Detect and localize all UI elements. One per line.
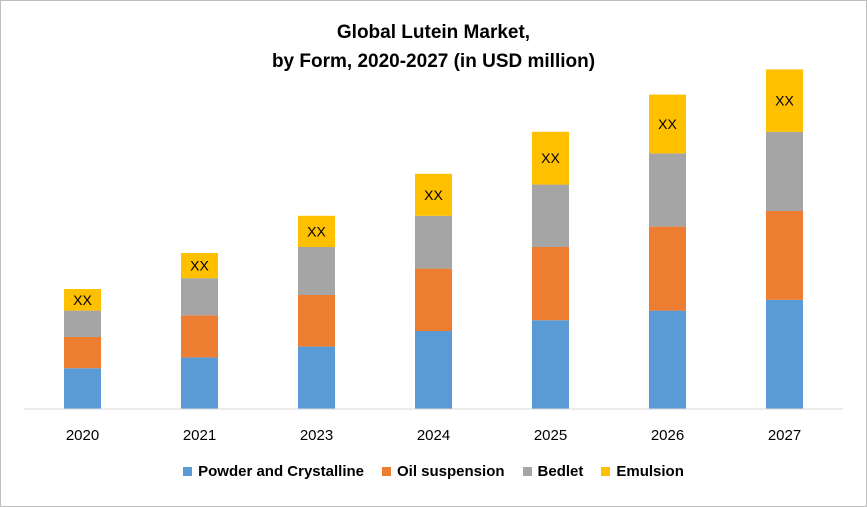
x-tick-label-2023: 2023 xyxy=(300,427,333,444)
bar-data-label-2025: XX xyxy=(541,150,560,166)
bar-segment-bedlet-2026 xyxy=(649,153,686,227)
legend-label: Bedlet xyxy=(537,463,584,480)
bar-segment-oil-suspension-2026 xyxy=(649,226,686,311)
chart-legend: Powder and Crystalline Oil suspension Bedl… xyxy=(0,463,867,480)
bar-segment-bedlet-2023 xyxy=(298,247,335,295)
legend-swatch xyxy=(382,467,391,476)
bar-segment-emulsion-2023 xyxy=(298,215,335,247)
legend-label: Oil suspension xyxy=(397,463,505,480)
x-tick-label-2021: 2021 xyxy=(183,427,216,444)
legend-item-oil-suspension: Oil suspension xyxy=(382,463,505,480)
x-tick-label-2024: 2024 xyxy=(417,427,450,444)
bar-segment-bedlet-2020 xyxy=(64,310,101,337)
x-tick-label-2027: 2027 xyxy=(768,427,801,444)
legend-item-emulsion: Emulsion xyxy=(601,463,684,480)
bar-data-label-2020: XX xyxy=(73,292,92,308)
bar-segment-powder-and-crystalline-2021 xyxy=(181,357,218,409)
bar-segment-powder-and-crystalline-2020 xyxy=(64,368,101,409)
x-tick-labels: 2020 2021 2023 2024 2025 2026 2027 xyxy=(66,427,801,444)
chart-title-line1: Global Lutein Market, xyxy=(336,22,531,43)
bar-segment-powder-and-crystalline-2024 xyxy=(415,331,452,409)
x-tick-label-2026: 2026 xyxy=(651,427,684,444)
legend-label: Emulsion xyxy=(616,463,684,480)
bar-segment-emulsion-2020 xyxy=(64,289,101,311)
bar-segment-powder-and-crystalline-2027 xyxy=(766,299,803,409)
bar-data-label-2026: XX xyxy=(658,116,677,132)
bar-segment-bedlet-2025 xyxy=(532,184,569,247)
bar-segment-powder-and-crystalline-2026 xyxy=(649,310,686,409)
legend-item-powder-and-crystalline: Powder and Crystalline xyxy=(183,463,364,480)
bar-data-label-2021: XX xyxy=(190,258,209,274)
legend-label: Powder and Crystalline xyxy=(198,463,364,480)
bar-segment-oil-suspension-2021 xyxy=(181,315,218,358)
bar-segment-emulsion-2026 xyxy=(649,94,686,154)
legend-swatch xyxy=(601,467,611,476)
bar-segment-powder-and-crystalline-2025 xyxy=(532,320,569,409)
bar-segment-bedlet-2024 xyxy=(415,215,452,269)
chart-title: Global Lutein Market, by Form, 2020-2027… xyxy=(0,18,867,76)
legend-item-bedlet: Bedlet xyxy=(522,463,584,480)
legend-swatch xyxy=(183,467,193,476)
bar-segment-oil-suspension-2024 xyxy=(415,268,452,331)
bar-segment-oil-suspension-2027 xyxy=(766,211,803,300)
x-tick-label-2020: 2020 xyxy=(66,427,99,444)
chart-title-line2: by Form, 2020-2027 (in USD million) xyxy=(271,51,596,72)
bar-data-label-2023: XX xyxy=(307,223,326,239)
legend-swatch xyxy=(522,467,532,476)
bar-segment-emulsion-2021 xyxy=(181,253,218,279)
bar-segment-emulsion-2025 xyxy=(532,131,569,185)
bar-segment-emulsion-2027 xyxy=(766,69,803,132)
x-tick-label-2025: 2025 xyxy=(534,427,567,444)
bar-segment-bedlet-2027 xyxy=(766,131,803,211)
bar-segment-oil-suspension-2025 xyxy=(532,247,569,321)
bar-segment-emulsion-2024 xyxy=(415,173,452,216)
bar-segment-bedlet-2021 xyxy=(181,278,218,316)
bar-segment-oil-suspension-2020 xyxy=(64,337,101,369)
bar-data-label-2024: XX xyxy=(424,187,443,203)
bar-segment-powder-and-crystalline-2023 xyxy=(298,346,335,409)
bar-data-label-2027: XX xyxy=(775,93,794,109)
bars-group: XX XX XX XX XX XX XX xyxy=(64,69,803,409)
bar-segment-oil-suspension-2023 xyxy=(298,295,335,347)
